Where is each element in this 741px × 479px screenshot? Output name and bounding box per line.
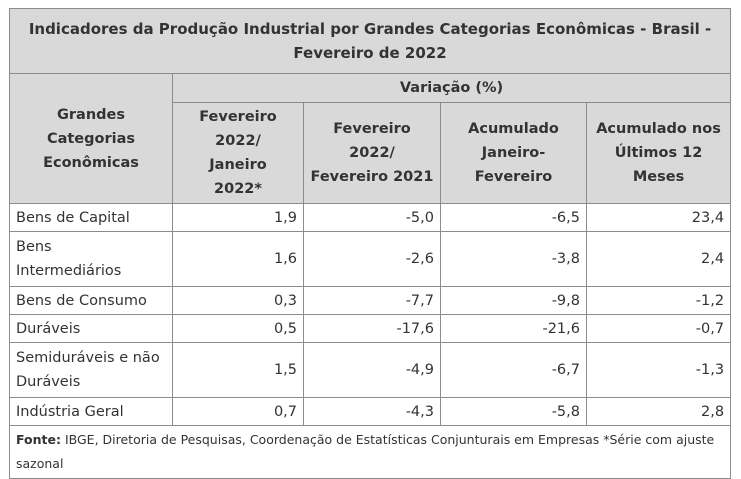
footnote-text: IBGE, Diretoria de Pesquisas, Coordenaçã…: [16, 432, 715, 471]
row-value: 23,4: [585, 203, 732, 232]
row-value: -17,6: [303, 314, 441, 343]
table-row: Semiduráveis e não Duráveis 1,5 -4,9 -6,…: [9, 342, 732, 398]
column-header-text: Acumulado Janeiro-Fevereiro: [468, 121, 559, 185]
table-row: Bens Intermediários 1,6 -2,6 -3,8 2,4: [9, 231, 732, 287]
row-category: Semiduráveis e não Duráveis: [9, 342, 173, 398]
row-value: -7,7: [303, 286, 441, 315]
row-value: 1,9: [172, 203, 304, 232]
row-value: -6,7: [440, 342, 587, 398]
row-value: 0,7: [172, 397, 304, 426]
table-row: Indústria Geral 0,7 -4,3 -5,8 2,8: [9, 397, 732, 426]
variation-header: Variação (%): [171, 73, 732, 103]
category-header-text: Grandes Categorias Econômicas: [43, 106, 139, 171]
row-value: -1,3: [585, 342, 732, 398]
column-header-month-over-month: Fevereiro 2022/ Janeiro 2022*: [172, 102, 304, 204]
row-value: -0,7: [585, 314, 732, 343]
row-value: 2,4: [585, 231, 732, 287]
row-category: Bens de Capital: [9, 203, 173, 232]
row-value: 0,3: [172, 286, 304, 315]
industrial-production-table-container: Indicadores da Produção Industrial por G…: [8, 8, 732, 479]
table-title: Indicadores da Produção Industrial por G…: [8, 8, 732, 74]
column-header-text: Acumulado nos Últimos 12 Meses: [596, 121, 721, 185]
category-column-header: Grandes Categorias Econômicas: [9, 73, 173, 204]
row-value: -3,8: [440, 231, 587, 287]
row-category: Indústria Geral: [9, 397, 173, 426]
footnote-label: Fonte:: [16, 432, 61, 447]
table-row: Bens de Consumo 0,3 -7,7 -9,8 -1,2: [9, 286, 732, 315]
row-category-text: Bens Intermediários: [16, 239, 122, 279]
row-category-text: Semiduráveis e não Duráveis: [16, 350, 160, 390]
row-value: 1,6: [172, 231, 304, 287]
table-footnote: Fonte: IBGE, Diretoria de Pesquisas, Coo…: [8, 425, 732, 479]
column-header-text: Fevereiro 2022/ Janeiro 2022*: [199, 109, 277, 197]
row-value: -6,5: [440, 203, 587, 232]
row-category: Duráveis: [9, 314, 173, 343]
industrial-production-table: Indicadores da Produção Industrial por G…: [8, 8, 732, 479]
column-header-text: Fevereiro 2022/ Fevereiro 2021: [310, 121, 434, 185]
row-value: -1,2: [585, 286, 732, 315]
row-value: -5,8: [440, 397, 587, 426]
column-header-accumulated-jan-feb: Acumulado Janeiro-Fevereiro: [440, 102, 587, 204]
column-header-year-over-year: Fevereiro 2022/ Fevereiro 2021: [303, 102, 441, 204]
table-row: Duráveis 0,5 -17,6 -21,6 -0,7: [9, 314, 732, 343]
row-category: Bens Intermediários: [9, 231, 173, 287]
row-value: 2,8: [585, 397, 732, 426]
row-value: -21,6: [440, 314, 587, 343]
row-value: 0,5: [172, 314, 304, 343]
row-value: -5,0: [303, 203, 441, 232]
row-value: -2,6: [303, 231, 441, 287]
row-value: -4,3: [303, 397, 441, 426]
row-value: -9,8: [440, 286, 587, 315]
column-header-accumulated-12-months: Acumulado nos Últimos 12 Meses: [585, 102, 732, 204]
row-value: -4,9: [303, 342, 441, 398]
row-category: Bens de Consumo: [9, 286, 173, 315]
table-row: Bens de Capital 1,9 -5,0 -6,5 23,4: [9, 203, 732, 232]
row-value: 1,5: [172, 342, 304, 398]
